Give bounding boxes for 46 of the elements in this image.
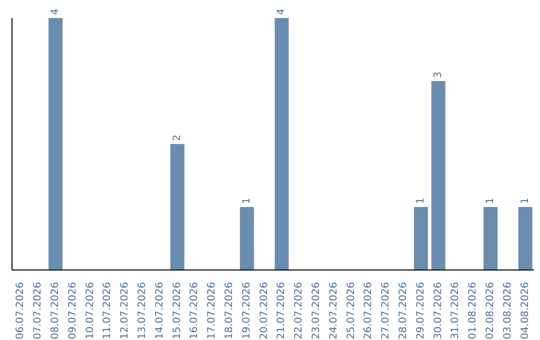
x-tick-label: 23.07.2026 [311, 282, 322, 340]
x-tick-label: 26.07.2026 [363, 282, 374, 340]
bar [274, 18, 289, 270]
data-label: 1 [485, 198, 496, 204]
x-tick-label: 31.07.2026 [450, 282, 462, 340]
bar [48, 18, 63, 270]
data-label: 1 [415, 198, 426, 204]
data-label: 4 [276, 8, 288, 15]
bar [240, 207, 254, 270]
x-tick-label: 09.07.2026 [67, 282, 78, 340]
x-tick-label: 20.07.2026 [258, 282, 270, 340]
x-tick-label: 21.07.2026 [276, 282, 288, 340]
x-tick-label: 08.07.2026 [50, 282, 61, 340]
x-tick-label: 13.07.2026 [137, 282, 148, 340]
bar [431, 81, 446, 270]
bar [170, 144, 184, 270]
bar [414, 207, 428, 270]
x-tick-label: 12.07.2026 [120, 282, 131, 340]
x-tick-label: 06.07.2026 [15, 282, 26, 340]
x-tick-label: 17.07.2026 [206, 282, 218, 340]
x-tick-label: 14.07.2026 [154, 282, 166, 340]
x-tick-label: 18.07.2026 [224, 282, 235, 340]
data-label: 4 [50, 8, 62, 15]
x-tick-label: 22.07.2026 [294, 282, 305, 340]
x-tick-label: 27.07.2026 [380, 282, 392, 340]
x-tick-label: 25.07.2026 [346, 282, 357, 340]
data-label: 3 [432, 72, 444, 78]
x-tick-label: 19.07.2026 [241, 282, 252, 340]
data-label: 2 [172, 134, 183, 141]
data-label: 1 [241, 198, 252, 204]
x-tick-label: 11.07.2026 [102, 282, 114, 340]
x-tick-label: 28.07.2026 [398, 282, 409, 340]
x-tick-label: 24.07.2026 [328, 282, 340, 340]
bar [518, 207, 532, 270]
bar [484, 207, 498, 270]
data-label: 1 [520, 198, 531, 204]
x-tick-label: 29.07.2026 [415, 282, 426, 340]
x-tick-label: 07.07.2026 [32, 282, 44, 340]
x-tick-label: 02.08.2026 [485, 282, 496, 340]
x-tick-label: 10.07.2026 [84, 282, 96, 340]
x-tick-label: 16.07.2026 [189, 282, 200, 340]
x-tick-label: 03.08.2026 [502, 282, 514, 340]
x-tick-label: 30.07.2026 [432, 282, 444, 340]
x-tick-label: 15.07.2026 [172, 282, 183, 340]
x-tick-label: 04.08.2026 [520, 282, 531, 340]
x-tick-label: 01.08.2026 [468, 282, 479, 340]
